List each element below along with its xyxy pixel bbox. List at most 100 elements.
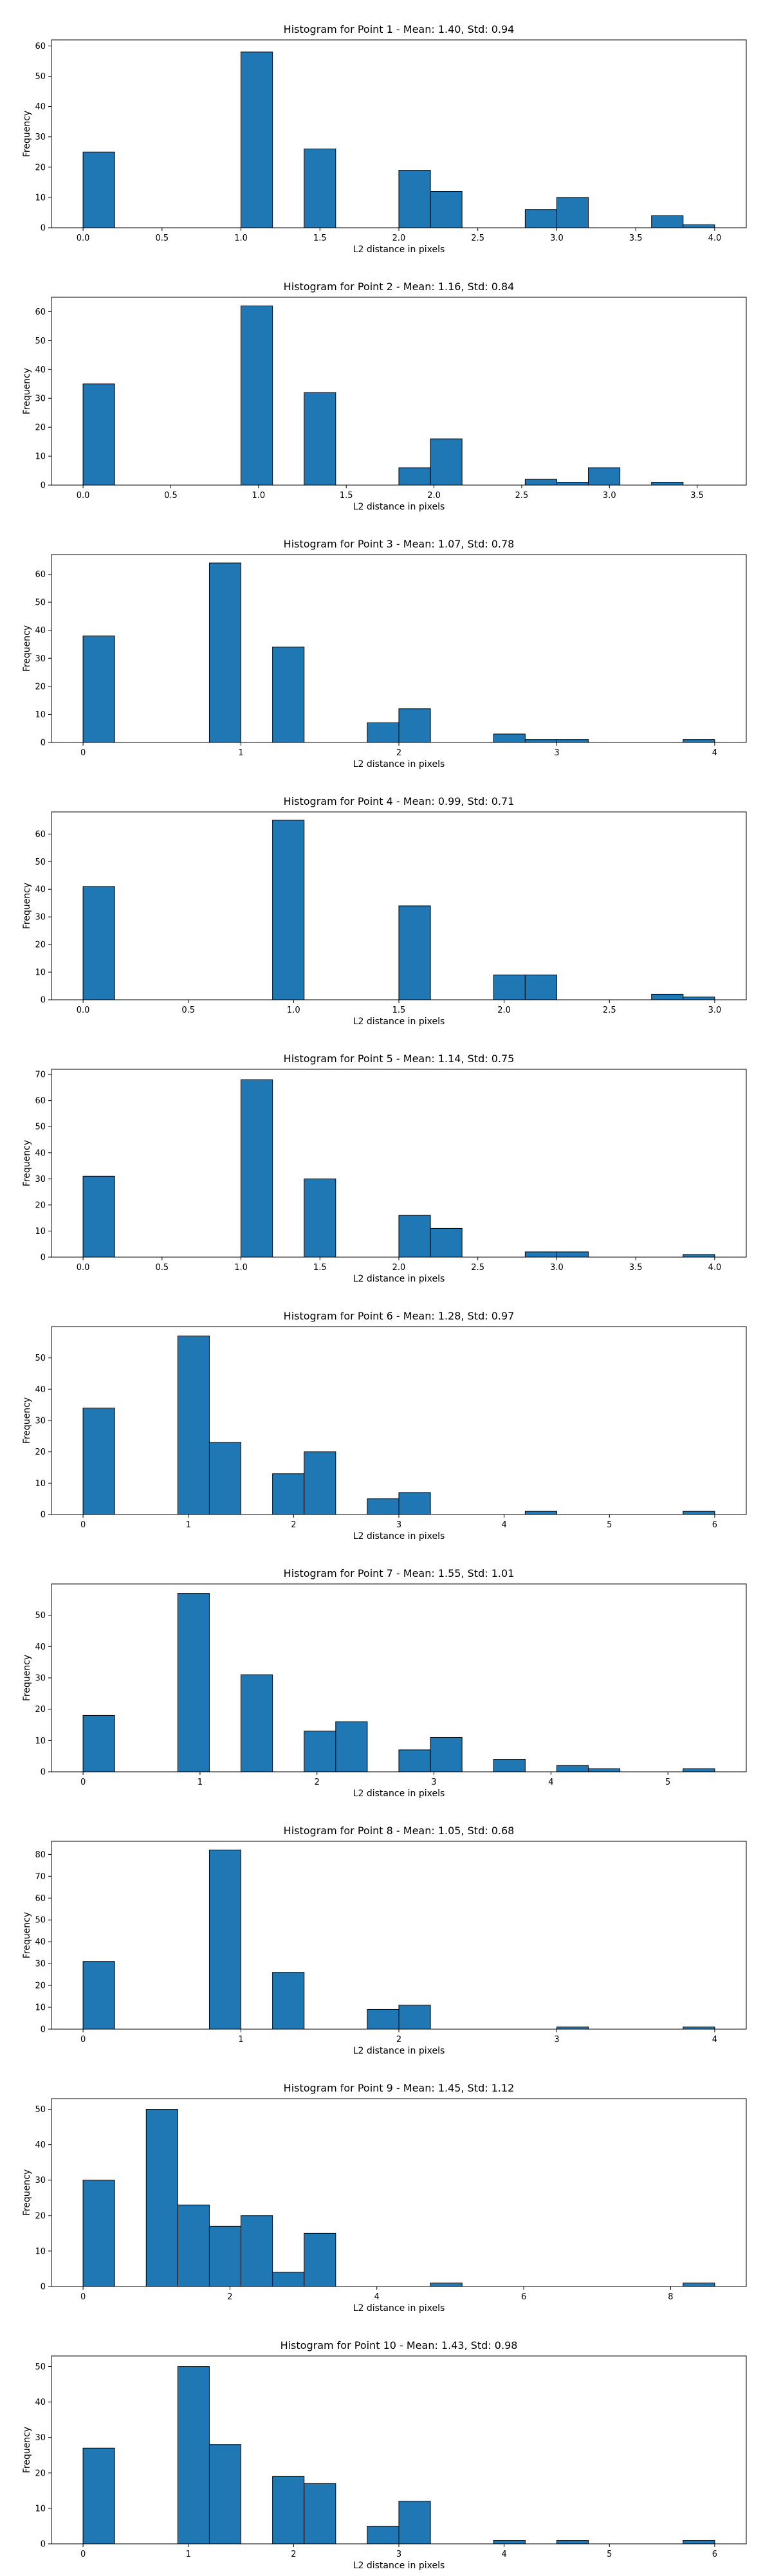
histogram-bar [556, 2539, 589, 2544]
histogram-bar [493, 1759, 526, 1772]
x-tick-label: 1.5 [313, 234, 327, 243]
y-tick-label: 10 [35, 1227, 46, 1237]
axes-frame [51, 297, 747, 486]
histogram-bar [367, 722, 400, 743]
chart-title: Histogram for Point 7 - Mean: 1.55, Std:… [284, 1567, 515, 1579]
x-tick-label: 4 [374, 2292, 380, 2302]
y-tick-label: 50 [35, 2105, 46, 2115]
y-tick-label: 0 [41, 1253, 46, 1263]
y-tick-label: 60 [35, 308, 46, 317]
chart-title: Histogram for Point 2 - Mean: 1.16, Std:… [284, 281, 515, 293]
y-tick-label: 20 [35, 1448, 46, 1457]
y-axis-label: Frequency [22, 2427, 32, 2473]
y-tick-label: 40 [35, 365, 46, 375]
x-tick-label: 6 [521, 2292, 526, 2302]
histogram-bar [398, 467, 431, 486]
x-tick-label: 2 [315, 1778, 320, 1787]
y-axis-label: Frequency [22, 1655, 32, 1701]
x-axis-label: L2 distance in pixels [353, 1274, 445, 1284]
y-tick-label: 10 [35, 1479, 46, 1489]
y-axis-label: Frequency [22, 368, 32, 414]
y-tick-label: 10 [35, 193, 46, 203]
x-tick-label: 2 [291, 1520, 296, 1530]
histogram-panel: Histogram for Point 1 - Mean: 1.40, Std:… [22, 23, 747, 255]
histogram-bar [493, 2539, 526, 2544]
histogram-bar [367, 2009, 400, 2030]
histogram-bar [335, 1721, 368, 1772]
y-tick-label: 50 [35, 1611, 46, 1621]
x-tick-label: 4 [712, 2035, 717, 2045]
histogram-bar [683, 224, 715, 228]
x-axis-label: L2 distance in pixels [353, 244, 445, 255]
y-tick-label: 40 [35, 1385, 46, 1395]
histogram-bar [241, 2215, 273, 2287]
y-tick-label: 40 [35, 2398, 46, 2407]
y-tick-label: 40 [35, 885, 46, 895]
y-tick-label: 40 [35, 1938, 46, 1947]
x-tick-label: 6 [712, 1520, 717, 1530]
x-tick-label: 0.5 [155, 234, 169, 243]
y-tick-label: 0 [41, 1511, 46, 1520]
x-tick-label: 2.5 [603, 1006, 616, 1015]
histogram-bar [524, 479, 557, 486]
x-axis-label: L2 distance in pixels [353, 1789, 445, 1799]
histogram-bar [524, 1511, 557, 1515]
x-axis-label: L2 distance in pixels [353, 2046, 445, 2056]
y-tick-label: 30 [35, 1417, 46, 1426]
x-axis-label: L2 distance in pixels [353, 2561, 445, 2571]
x-tick-label: 0 [80, 2550, 86, 2559]
histogram-bar [556, 2027, 589, 2030]
x-axis-label: L2 distance in pixels [353, 2303, 445, 2314]
y-tick-label: 30 [35, 654, 46, 664]
x-tick-label: 0.0 [77, 1263, 90, 1273]
histogram-bar [430, 190, 463, 228]
y-axis-label: Frequency [22, 1912, 32, 1958]
y-tick-label: 60 [35, 1096, 46, 1106]
histogram-bar [524, 1251, 557, 1258]
y-tick-label: 70 [35, 1071, 46, 1080]
x-tick-label: 1 [238, 748, 243, 758]
x-tick-label: 2 [227, 2292, 232, 2302]
y-tick-label: 0 [41, 739, 46, 748]
y-tick-label: 60 [35, 42, 46, 51]
histogram-bar [683, 1254, 715, 1258]
y-tick-label: 10 [35, 2247, 46, 2256]
histogram-bar [241, 1674, 273, 1772]
x-tick-label: 0.5 [164, 491, 178, 501]
histogram-bar [145, 2109, 178, 2287]
histogram-panel: Histogram for Point 10 - Mean: 1.43, Std… [22, 2339, 747, 2571]
y-tick-label: 0 [41, 224, 46, 234]
x-tick-label: 1.5 [340, 491, 353, 501]
x-tick-label: 0 [80, 2035, 86, 2045]
x-tick-label: 1.0 [252, 491, 265, 501]
x-axis-label: L2 distance in pixels [353, 759, 445, 769]
y-tick-label: 0 [41, 2283, 46, 2292]
histogram-bar [683, 2282, 715, 2287]
x-tick-label: 2 [291, 2550, 296, 2559]
chart-title: Histogram for Point 6 - Mean: 1.28, Std:… [284, 1310, 515, 1322]
histogram-bar [241, 1079, 273, 1258]
chart-title: Histogram for Point 9 - Mean: 1.45, Std:… [284, 2082, 515, 2094]
histogram-bar [398, 170, 431, 228]
histogram-bar [304, 149, 336, 228]
y-tick-label: 70 [35, 1872, 46, 1882]
y-tick-label: 50 [35, 72, 46, 82]
x-tick-label: 1 [238, 2035, 243, 2045]
x-tick-label: 3 [554, 748, 559, 758]
histogram-bar [556, 739, 589, 743]
x-tick-label: 4 [548, 1778, 553, 1787]
y-tick-label: 40 [35, 2140, 46, 2150]
histogram-bar [398, 1749, 431, 1772]
y-tick-label: 50 [35, 1123, 46, 1132]
x-tick-label: 0 [80, 1778, 86, 1787]
y-tick-label: 60 [35, 830, 46, 840]
chart-title: Histogram for Point 10 - Mean: 1.43, Std… [280, 2339, 518, 2351]
histogram-bar [683, 739, 715, 743]
y-axis-label: Frequency [22, 111, 32, 157]
x-tick-label: 0 [80, 2292, 86, 2302]
x-tick-label: 3 [431, 1778, 436, 1787]
histogram-bar [683, 1768, 715, 1772]
y-tick-label: 20 [35, 2469, 46, 2478]
histogram-panel: Histogram for Point 3 - Mean: 1.07, Std:… [22, 538, 747, 769]
